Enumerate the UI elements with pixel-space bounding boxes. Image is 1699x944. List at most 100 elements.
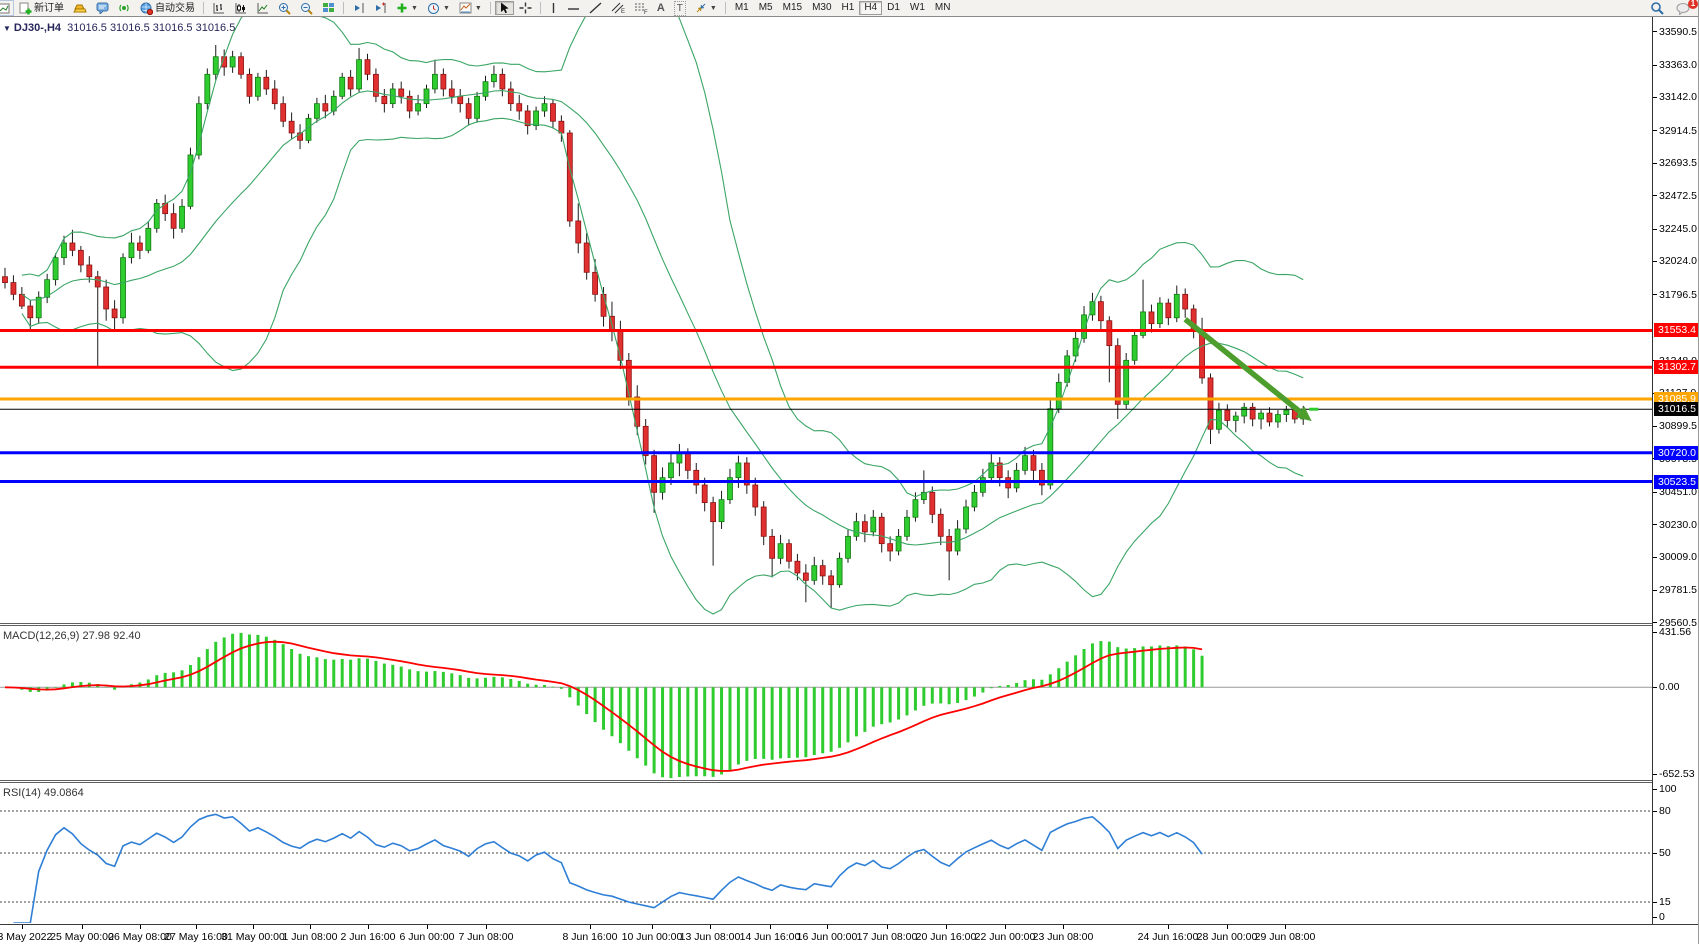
time-axis-label: 23 Jun 08:00	[1032, 931, 1094, 943]
time-axis-label: 27 May 16:00	[164, 931, 228, 943]
chevron-down-icon: ▼	[709, 4, 717, 12]
timeframe-h4-button[interactable]: H4	[859, 1, 883, 15]
macd-pane[interactable]	[0, 626, 1652, 780]
timeframe-m1-button[interactable]: M1	[730, 1, 754, 15]
candlestick-chart-button[interactable]	[230, 1, 251, 15]
time-axis-label: 10 Jun 00:00	[621, 931, 683, 943]
macd-axis-tick-label: -652.53	[1659, 768, 1695, 780]
toolbar-separator	[203, 2, 204, 14]
price-axis-tick	[1653, 96, 1657, 98]
price-tag: 30523.5	[1654, 474, 1698, 489]
macd-axis-tick	[1653, 686, 1657, 688]
rsi-pane[interactable]	[0, 783, 1652, 923]
zoom-in-button[interactable]	[274, 1, 295, 15]
auto-scroll-icon	[355, 3, 364, 13]
horizontal-line-button[interactable]	[563, 1, 584, 15]
time-axis-tick	[427, 925, 428, 929]
pane-separator[interactable]	[0, 623, 1698, 626]
time-axis-label: 16 Jun 00:00	[796, 931, 858, 943]
main-price-pane[interactable]	[0, 17, 1652, 623]
fibonacci-button[interactable]: F	[630, 1, 652, 15]
chart-shift-icon	[376, 2, 386, 13]
time-axis-label: 14 Jun 16:00	[739, 931, 801, 943]
timeframe-group: M1 M5 M15 M30 H1 H4 D1 W1 MN	[730, 1, 956, 15]
time-axis-label: 17 Jun 08:00	[856, 931, 918, 943]
search-button[interactable]	[1646, 1, 1668, 15]
time-axis-label: 6 Jun 00:00	[399, 931, 455, 943]
new-order-button[interactable]: 新订单	[15, 1, 68, 15]
time-axis-label: 1 Jun 08:00	[282, 931, 338, 943]
new-order-icon	[19, 2, 32, 14]
rsi-axis-tick	[1653, 788, 1657, 790]
price-axis-tick	[1653, 524, 1657, 526]
signal-button[interactable]	[114, 1, 135, 15]
crosshair-button[interactable]	[515, 1, 536, 15]
tile-windows-button[interactable]	[318, 1, 339, 15]
text-label-button[interactable]: T	[670, 0, 690, 16]
time-axis-tick	[710, 925, 711, 929]
time-axis-tick	[196, 925, 197, 929]
notifications-button[interactable]: 1	[1672, 0, 1698, 15]
time-axis-label: 28 Jun 00:00	[1196, 931, 1258, 943]
time-axis-tick	[368, 925, 369, 929]
price-axis[interactable]: 33590.5 33363.0 33142.0 32914.5 32693.5 32472…	[1652, 17, 1698, 924]
trendline-button[interactable]	[585, 1, 606, 15]
search-icon	[1651, 2, 1664, 15]
toolbar-separator	[489, 2, 491, 14]
bar-chart-button[interactable]	[208, 1, 229, 15]
periods-button[interactable]: ▼	[423, 1, 454, 15]
timeframe-mn-button[interactable]: MN	[930, 1, 956, 15]
auto-trading-icon	[140, 2, 153, 15]
time-axis-label: 31 May 00:00	[221, 931, 285, 943]
arrow-objects-icon	[696, 3, 706, 13]
trendline-icon	[589, 2, 602, 14]
price-axis-tick-label: 30009.0	[1659, 551, 1697, 563]
gold-button[interactable]	[69, 1, 91, 15]
timeframe-w1-button[interactable]: W1	[905, 1, 930, 15]
timeframe-m30-button[interactable]: M30	[807, 1, 836, 15]
auto-scroll-button[interactable]	[348, 1, 369, 15]
indicators-button[interactable]: ▼	[392, 1, 422, 15]
time-axis-tick	[1227, 925, 1228, 929]
chevron-down-icon: ▼	[411, 4, 418, 12]
fibonacci-icon: F	[634, 3, 648, 14]
rsi-axis-tick-label: 80	[1659, 805, 1671, 817]
chart-shift-button[interactable]	[370, 1, 391, 15]
text-button[interactable]: A	[653, 1, 669, 15]
arrows-button[interactable]: ▼	[691, 1, 721, 15]
price-axis-tick-label: 30451.0	[1659, 486, 1697, 499]
vertical-line-button[interactable]	[545, 1, 562, 15]
time-axis-label: 29 Jun 08:00	[1254, 931, 1316, 943]
zoom-out-button[interactable]	[296, 1, 317, 15]
signal-icon	[119, 4, 129, 12]
price-axis-tick-label: 32024.0	[1659, 255, 1697, 268]
time-axis-tick	[1168, 925, 1169, 929]
price-axis-tick	[1653, 622, 1657, 624]
timeframe-m5-button[interactable]: M5	[754, 1, 778, 15]
auto-trading-label: 自动交易	[155, 2, 195, 14]
timeframe-d1-button[interactable]: D1	[882, 1, 905, 15]
time-axis-label: 2 Jun 16:00	[340, 931, 396, 943]
time-axis-tick	[310, 925, 311, 929]
time-axis-label: 7 Jun 08:00	[458, 931, 514, 943]
price-axis-tick	[1653, 130, 1657, 132]
templates-button[interactable]: ▼	[455, 1, 486, 15]
timeframe-m15-button[interactable]: M15	[778, 1, 807, 15]
macd-axis-tick	[1653, 773, 1657, 775]
time-axis-label: 25 May 00:00	[50, 931, 114, 943]
channel-button[interactable]: E	[607, 1, 629, 15]
price-tag: 31302.7	[1654, 360, 1698, 375]
cursor-button[interactable]	[494, 1, 514, 15]
pane-separator[interactable]	[0, 780, 1698, 783]
time-axis-label: 26 May 08:00	[108, 931, 172, 943]
auto-trading-button[interactable]: 自动交易	[136, 1, 199, 15]
market-watch-button[interactable]	[92, 1, 113, 15]
crosshair-icon	[519, 2, 532, 14]
price-axis-tick	[1653, 294, 1657, 296]
price-axis-tick-label: 32693.5	[1659, 157, 1697, 170]
line-chart-button[interactable]	[252, 1, 273, 15]
timeframe-h1-button[interactable]: H1	[837, 1, 860, 15]
chart-window-icon[interactable]	[0, 0, 14, 16]
